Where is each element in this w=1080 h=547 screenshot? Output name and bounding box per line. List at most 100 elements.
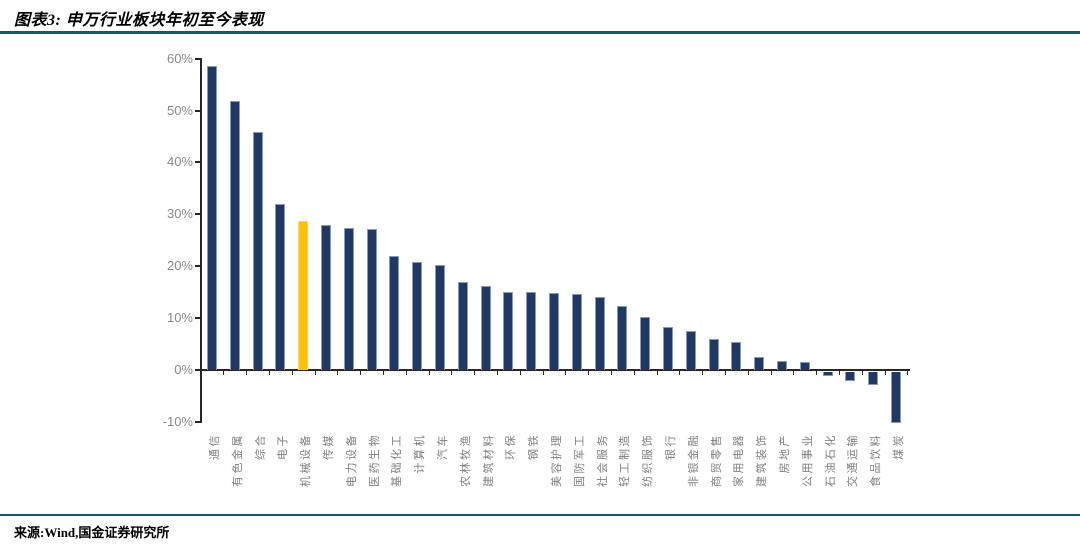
- bar: [868, 372, 879, 386]
- x-axis-label-text: 环保: [505, 433, 518, 460]
- x-axis-label-text: 钢铁: [528, 433, 541, 460]
- x-axis-tick: [679, 371, 681, 375]
- bar: [389, 255, 400, 370]
- bar: [708, 339, 719, 370]
- footer-rule: [0, 514, 1080, 516]
- x-axis-label-text: 美容护理: [551, 433, 563, 487]
- x-axis-label-text: 电子: [277, 433, 290, 460]
- x-axis-label-text: 轻工制造: [619, 433, 632, 487]
- bar: [549, 292, 559, 370]
- x-axis-label-text: 交通运输: [847, 433, 860, 487]
- x-axis-label-text: 通信: [209, 433, 221, 460]
- x-axis-label-text: 有色金属: [231, 433, 244, 487]
- x-axis: [200, 369, 910, 371]
- x-axis-tick: [360, 371, 362, 375]
- x-axis-tick: [497, 371, 498, 375]
- x-axis-label-text: 食品饮料: [870, 433, 883, 487]
- x-axis-tick: [519, 371, 521, 375]
- x-axis-tick: [565, 371, 567, 375]
- bar: [891, 372, 901, 424]
- x-axis-label-text: 房地产: [779, 433, 791, 474]
- bar: [412, 261, 423, 370]
- bar: [503, 291, 514, 370]
- y-axis-tick: [195, 420, 201, 423]
- y-axis-tick-label: -10%: [162, 413, 193, 429]
- x-axis-label-text: 医药生物: [368, 433, 381, 487]
- bar: [822, 372, 833, 376]
- y-axis-tick: [195, 109, 201, 112]
- x-axis-label-text: 银行: [665, 433, 677, 460]
- bar: [526, 292, 537, 370]
- header-rule: [0, 31, 1080, 34]
- x-axis-tick: [884, 371, 886, 375]
- y-axis-tick-label: 10%: [166, 310, 193, 326]
- y-axis-tick: [195, 213, 201, 216]
- bar: [754, 356, 765, 370]
- x-axis-tick: [200, 371, 202, 375]
- x-axis-label-text: 传媒: [323, 433, 335, 460]
- bar: [731, 341, 742, 370]
- x-axis-label-text: 社会服务: [596, 433, 609, 487]
- x-axis-tick: [793, 371, 795, 375]
- x-axis-tick: [816, 371, 818, 375]
- bar: [594, 296, 605, 370]
- x-axis-label-text: 非银金融: [687, 433, 700, 487]
- y-axis-tick-label: 60%: [166, 50, 193, 66]
- x-axis-tick: [770, 371, 772, 375]
- y-axis-tick-label: 20%: [166, 258, 193, 274]
- x-axis-tick: [383, 371, 384, 375]
- bar: [435, 265, 445, 370]
- x-axis-tick: [633, 371, 635, 375]
- x-axis-tick: [291, 371, 293, 375]
- y-axis-tick: [195, 161, 201, 164]
- x-axis-label-text: 农林牧渔: [459, 433, 472, 487]
- bar: [777, 360, 787, 370]
- x-axis-label-text: 汽车: [437, 433, 449, 460]
- y-axis-tick-label: 30%: [166, 206, 193, 222]
- x-axis-label-text: 商贸零售: [710, 433, 723, 487]
- x-axis-tick: [269, 371, 270, 375]
- x-axis-tick: [337, 371, 339, 375]
- bar: [617, 306, 628, 370]
- bar: [366, 229, 377, 370]
- bar-highlighted: [298, 221, 309, 370]
- x-axis-tick: [428, 371, 430, 375]
- x-axis-tick: [702, 371, 704, 375]
- x-axis-tick: [907, 371, 909, 375]
- x-axis-tick: [747, 371, 749, 375]
- figure-source: 来源:Wind,国金证券研究所: [14, 525, 170, 540]
- x-axis-tick: [246, 371, 248, 375]
- x-axis-tick: [611, 371, 612, 375]
- y-axis-tick-label: 0%: [174, 362, 193, 377]
- bar: [480, 286, 491, 370]
- y-axis-tick: [195, 265, 201, 268]
- x-axis-tick: [314, 371, 316, 375]
- bar: [640, 316, 651, 370]
- x-axis-label-text: 基础化工: [391, 433, 404, 487]
- x-axis-label-text: 计算机: [414, 433, 427, 474]
- x-axis-label-text: 家用电器: [733, 433, 746, 487]
- bar: [799, 362, 810, 370]
- bar: [229, 100, 240, 370]
- x-axis-label-text: 公用事业: [801, 433, 814, 487]
- bar: [343, 228, 354, 370]
- x-axis-label-text: 电力设备: [345, 433, 358, 487]
- x-axis-label-text: 综合: [254, 433, 267, 460]
- bar: [252, 132, 263, 370]
- bar: [663, 326, 673, 370]
- bar: [207, 65, 217, 370]
- x-axis-tick: [588, 371, 590, 375]
- y-axis-tick: [195, 57, 201, 60]
- x-axis-tick: [861, 371, 863, 375]
- bar: [321, 225, 331, 370]
- y-axis: [200, 58, 202, 423]
- x-axis-label-text: 石油石化: [824, 433, 837, 487]
- x-axis-label-text: 国防军工: [573, 433, 586, 487]
- bar: [457, 282, 468, 370]
- y-axis-tick: [195, 369, 201, 371]
- x-axis-label-text: 建筑装饰: [756, 433, 769, 487]
- bar: [685, 331, 696, 370]
- bar: [275, 204, 286, 370]
